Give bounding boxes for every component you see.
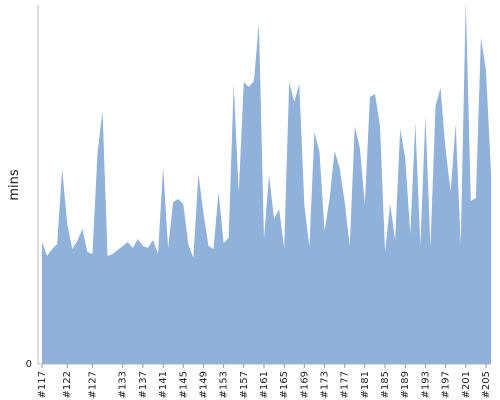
x-tick-label: #157 [239,371,250,398]
x-tick-label: #181 [360,371,371,398]
x-tick-label: #127 [87,371,98,398]
x-tick-label: #193 [420,371,431,398]
x-tick-label: #161 [259,371,270,398]
x-tick-label: #173 [320,371,331,398]
x-tick-label: #149 [198,371,209,398]
x-tick-label: #197 [441,371,452,398]
x-tick-label: #189 [400,371,411,398]
x-tick-label: #201 [461,371,472,398]
series-area [42,1,491,364]
x-tick-label: #133 [118,371,129,398]
y-tick-label: 0 [26,359,32,370]
y-axis-label: mins [7,169,22,201]
x-tick-label: #177 [340,371,351,398]
x-tick-label: #145 [178,371,189,398]
x-tick-label: #137 [138,371,149,398]
x-tick-label: #117 [37,371,48,398]
x-tick-label: #122 [62,371,73,398]
x-tick-label: #205 [481,371,492,398]
x-tick-label: #165 [279,371,290,398]
x-tick-label: #185 [380,371,391,398]
x-axis-ticks: #117 #122 #127 #133 #137 #141 #145 #149 #153 #157… [37,364,492,398]
x-tick-label: #141 [158,371,169,398]
x-tick-label: #153 [219,371,230,398]
x-tick-label: #169 [299,371,310,398]
